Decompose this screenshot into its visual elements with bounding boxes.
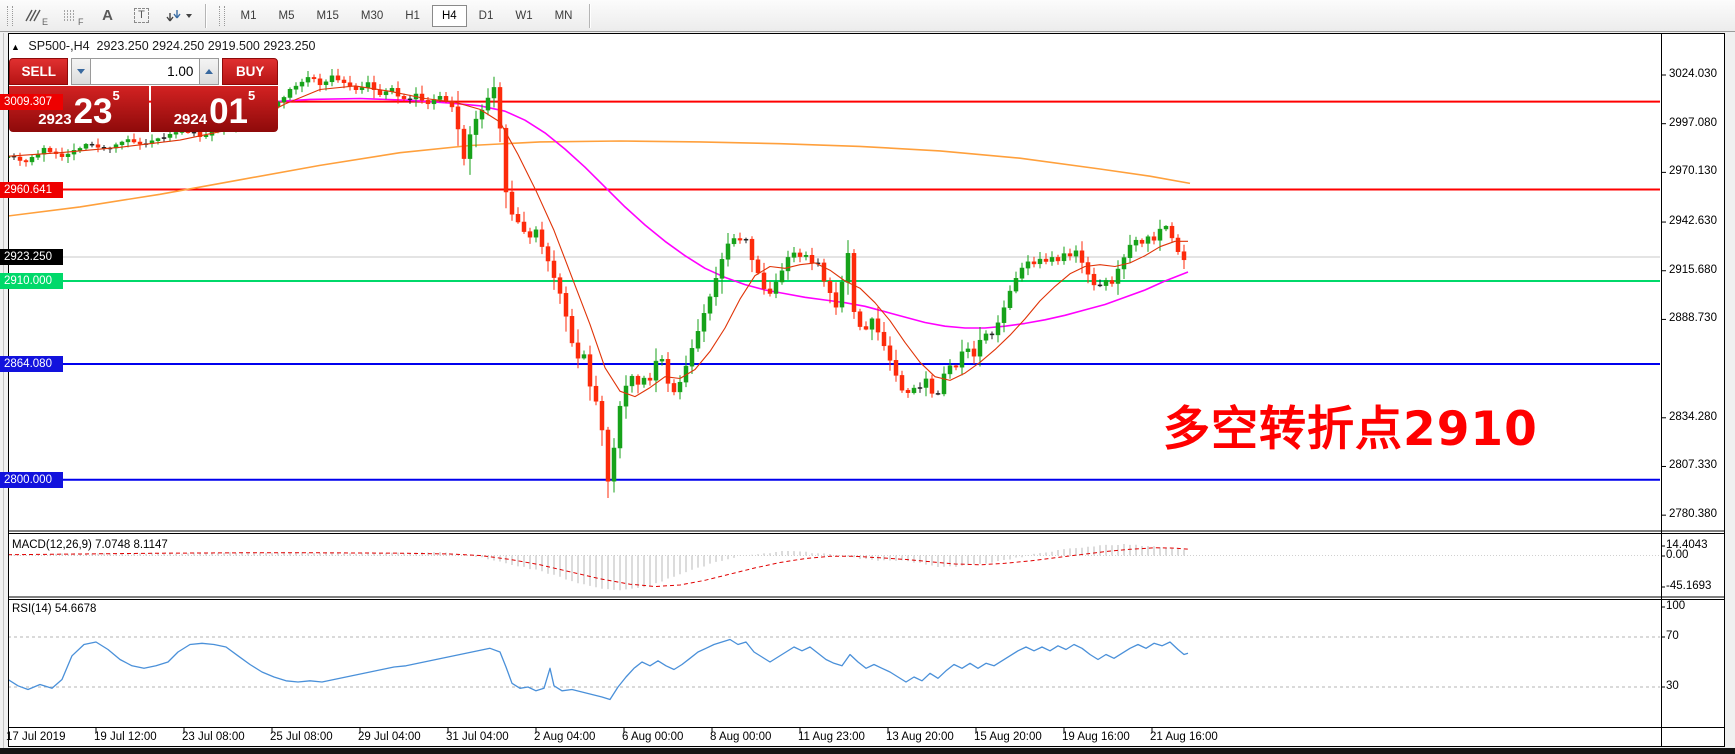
symbol-header[interactable]: ▲ SP500-,H4 2923.250 2924.250 2919.500 2… [11,39,315,53]
window-edge [3,33,4,748]
price-level-badge: 3009.307 [0,93,63,110]
timeframe-button-w1[interactable]: W1 [505,5,542,27]
price-level-badge: 2923.250 [0,249,63,266]
rsi-axis-label: 70 [1666,630,1679,642]
price-tick-label: 2970.130 [1669,165,1717,178]
rsi-axis-label: 100 [1666,600,1686,612]
volume-decrease-button[interactable] [71,58,92,85]
timeframe-button-group: M1 M5 M15 M30 H1 H4 D1 W1 MN [230,4,584,27]
timeframe-button-h4[interactable]: H4 [431,4,467,27]
date-axis-label: 17 Jul 2019 [6,731,66,743]
date-axis-label: 19 Jul 12:00 [94,731,157,743]
rsi-indicator-label: RSI(14) 54.6678 [12,603,97,615]
buy-price-main: 01 [209,92,249,131]
arrange-arrows-icon [165,10,181,22]
price-level-badge: 2864.080 [0,355,63,372]
ohlc-values: 2923.250 2924.250 2919.500 2923.250 [96,39,316,53]
text-box-icon: T [134,8,149,23]
macd-indicator-label: MACD(12,26,9) 7.0748 8.1147 [12,539,168,551]
price-tick-label: 2942.630 [1669,215,1717,228]
price-level-badge: 2800.000 [0,471,63,488]
volume-input[interactable] [91,58,200,85]
price-tick-label: 3024.030 [1669,68,1717,80]
buy-price-display[interactable]: 2924 01 5 [151,86,278,132]
macd-axis-label: 0.00 [1666,549,1689,561]
date-axis-label: 25 Jul 08:00 [270,731,333,743]
date-axis-label: 11 Aug 23:00 [798,731,865,743]
price-level-badge: 2960.641 [0,181,63,198]
chart-canvas[interactable] [8,33,1725,747]
macd-axis-label: 14.4043 [1666,539,1708,551]
price-tick-label: 2834.280 [1669,410,1717,423]
price-tick-label: 2888.730 [1669,312,1717,325]
timeframe-button-mn[interactable]: MN [545,5,583,27]
date-axis-label: 6 Aug 00:00 [622,731,684,743]
spinner-down-icon [77,69,86,74]
buy-price-pip: 5 [248,88,256,103]
price-tick-label: 2997.080 [1669,116,1717,129]
one-click-trading-panel: SELL BUY 2923 23 5 2924 01 5 [9,58,278,132]
letter-a-icon: A [102,7,113,24]
rsi-axis-label: 30 [1666,680,1679,692]
timeframe-button-d1[interactable]: D1 [469,5,504,27]
chart-annotation-text: 多空转折点2910 [1163,402,1538,457]
sell-price-main: 23 [73,92,113,131]
date-axis-label: 15 Aug 20:00 [974,731,1042,743]
date-axis-label: 31 Jul 04:00 [446,731,509,743]
buy-button[interactable]: BUY [222,58,278,85]
grid-icon [64,10,76,21]
collapse-panel-icon[interactable]: ▲ [11,42,20,52]
hatch-pattern-e-icon[interactable]: E [22,4,51,28]
arrange-objects-button[interactable] [163,4,195,28]
symbol-name: SP500-,H4 [28,39,90,53]
spinner-up-icon [205,69,214,74]
text-box-button[interactable]: T [129,4,155,28]
toolbar-drag-handle[interactable] [218,5,225,26]
sell-price-prefix: 2923 [38,111,72,128]
price-tick-label: 2915.680 [1669,263,1717,276]
date-axis-label: 2 Aug 04:00 [534,731,596,743]
text-label-button[interactable]: A [95,4,121,28]
timeframe-button-m5[interactable]: M5 [269,5,305,27]
icon-sub-label: E [42,16,49,27]
timeframe-button-m15[interactable]: M15 [306,5,348,27]
date-axis-label: 29 Jul 04:00 [358,731,421,743]
date-axis-label: 21 Aug 16:00 [1150,731,1218,743]
window-bottom-edge [0,748,1735,754]
date-axis-label: 23 Jul 08:00 [182,731,245,743]
buy-price-prefix: 2924 [173,111,208,128]
timeframe-button-m1[interactable]: M1 [231,5,267,27]
date-axis-label: 13 Aug 20:00 [886,731,954,743]
price-level-badge: 2910.000 [0,272,63,289]
timeframe-button-m30[interactable]: M30 [351,5,393,27]
dropdown-caret-icon [185,13,192,18]
hatch-icon [25,9,41,22]
sell-button[interactable]: SELL [9,58,69,85]
date-axis-label: 19 Aug 16:00 [1062,731,1130,743]
price-tick-label: 2780.380 [1669,508,1717,521]
toolbar-drag-handle[interactable] [7,5,13,26]
date-axis-label: 8 Aug 00:00 [710,731,772,743]
sell-price-pip: 5 [112,88,120,103]
toolbar-separator [204,3,206,28]
grid-pattern-f-icon[interactable]: F [59,4,87,28]
toolbar-separator [589,3,591,28]
icon-sub-label: F [78,16,84,27]
volume-increase-button[interactable] [199,58,220,85]
timeframe-button-h1[interactable]: H1 [395,5,430,27]
price-tick-label: 2807.330 [1669,459,1717,472]
macd-axis-label: -45.1693 [1666,580,1712,592]
toolbar: E F A T M1 M5 M15 M30 H1 H4 D1 W1 MN [0,0,1735,32]
